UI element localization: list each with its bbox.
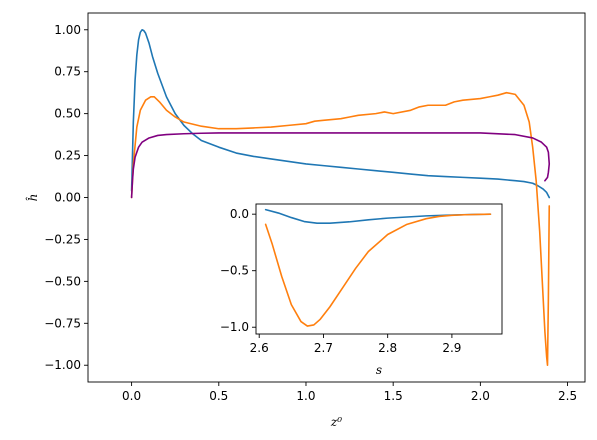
main-y-axis-label: ĥ xyxy=(25,194,40,202)
inset-series-line-1 xyxy=(264,213,492,327)
main-y-tick-label: 0.25 xyxy=(54,149,81,163)
main-y-tick-label: −0.50 xyxy=(44,274,81,288)
main-series-group xyxy=(130,28,551,367)
inset-x-tick-label: 2.7 xyxy=(314,341,333,355)
main-x-tick-label: 0.5 xyxy=(209,389,228,403)
main-x-tick-label: 2.0 xyxy=(471,389,490,403)
inset-x-tick-label: 2.6 xyxy=(250,341,269,355)
inset-x-tick-label: 2.8 xyxy=(378,341,397,355)
main-y-tick-label: 1.00 xyxy=(54,23,81,37)
main-series-line-2 xyxy=(130,132,551,199)
main-y-tick-label: −1.00 xyxy=(44,358,81,372)
inset-y-tick-label: 0.0 xyxy=(230,207,249,221)
main-y-tick-label: −0.75 xyxy=(44,316,81,330)
main-y-tick-label: −0.25 xyxy=(44,232,81,246)
inset-x-tick-label: 2.9 xyxy=(442,341,461,355)
inset-axes-frame xyxy=(255,203,503,335)
inset-y-tick-label: −1.0 xyxy=(220,320,249,334)
main-x-tick-label: 1.0 xyxy=(296,389,315,403)
inset-series-group xyxy=(264,208,492,327)
inset-plot-area xyxy=(256,204,502,334)
main-y-tick-label: 0.50 xyxy=(54,107,81,121)
inset-y-tick-label: −0.5 xyxy=(220,264,249,278)
main-series-line-1 xyxy=(130,91,551,367)
main-x-tick-label: 0.0 xyxy=(122,389,141,403)
main-x-axis-label: z⁰ xyxy=(330,415,342,429)
main-x-tick-label: 1.5 xyxy=(384,389,403,403)
main-x-tick-label: 2.5 xyxy=(558,389,577,403)
main-y-tick-label: 0.75 xyxy=(54,65,81,79)
main-y-tick-label: 0.00 xyxy=(54,191,81,205)
inset-x-axis-label: s xyxy=(376,363,382,377)
inset-plot: 2.6 2.7 2.8 2.9 0.0 −0.5 −1.0 s xyxy=(220,203,503,377)
main-series-line-0 xyxy=(130,28,551,199)
